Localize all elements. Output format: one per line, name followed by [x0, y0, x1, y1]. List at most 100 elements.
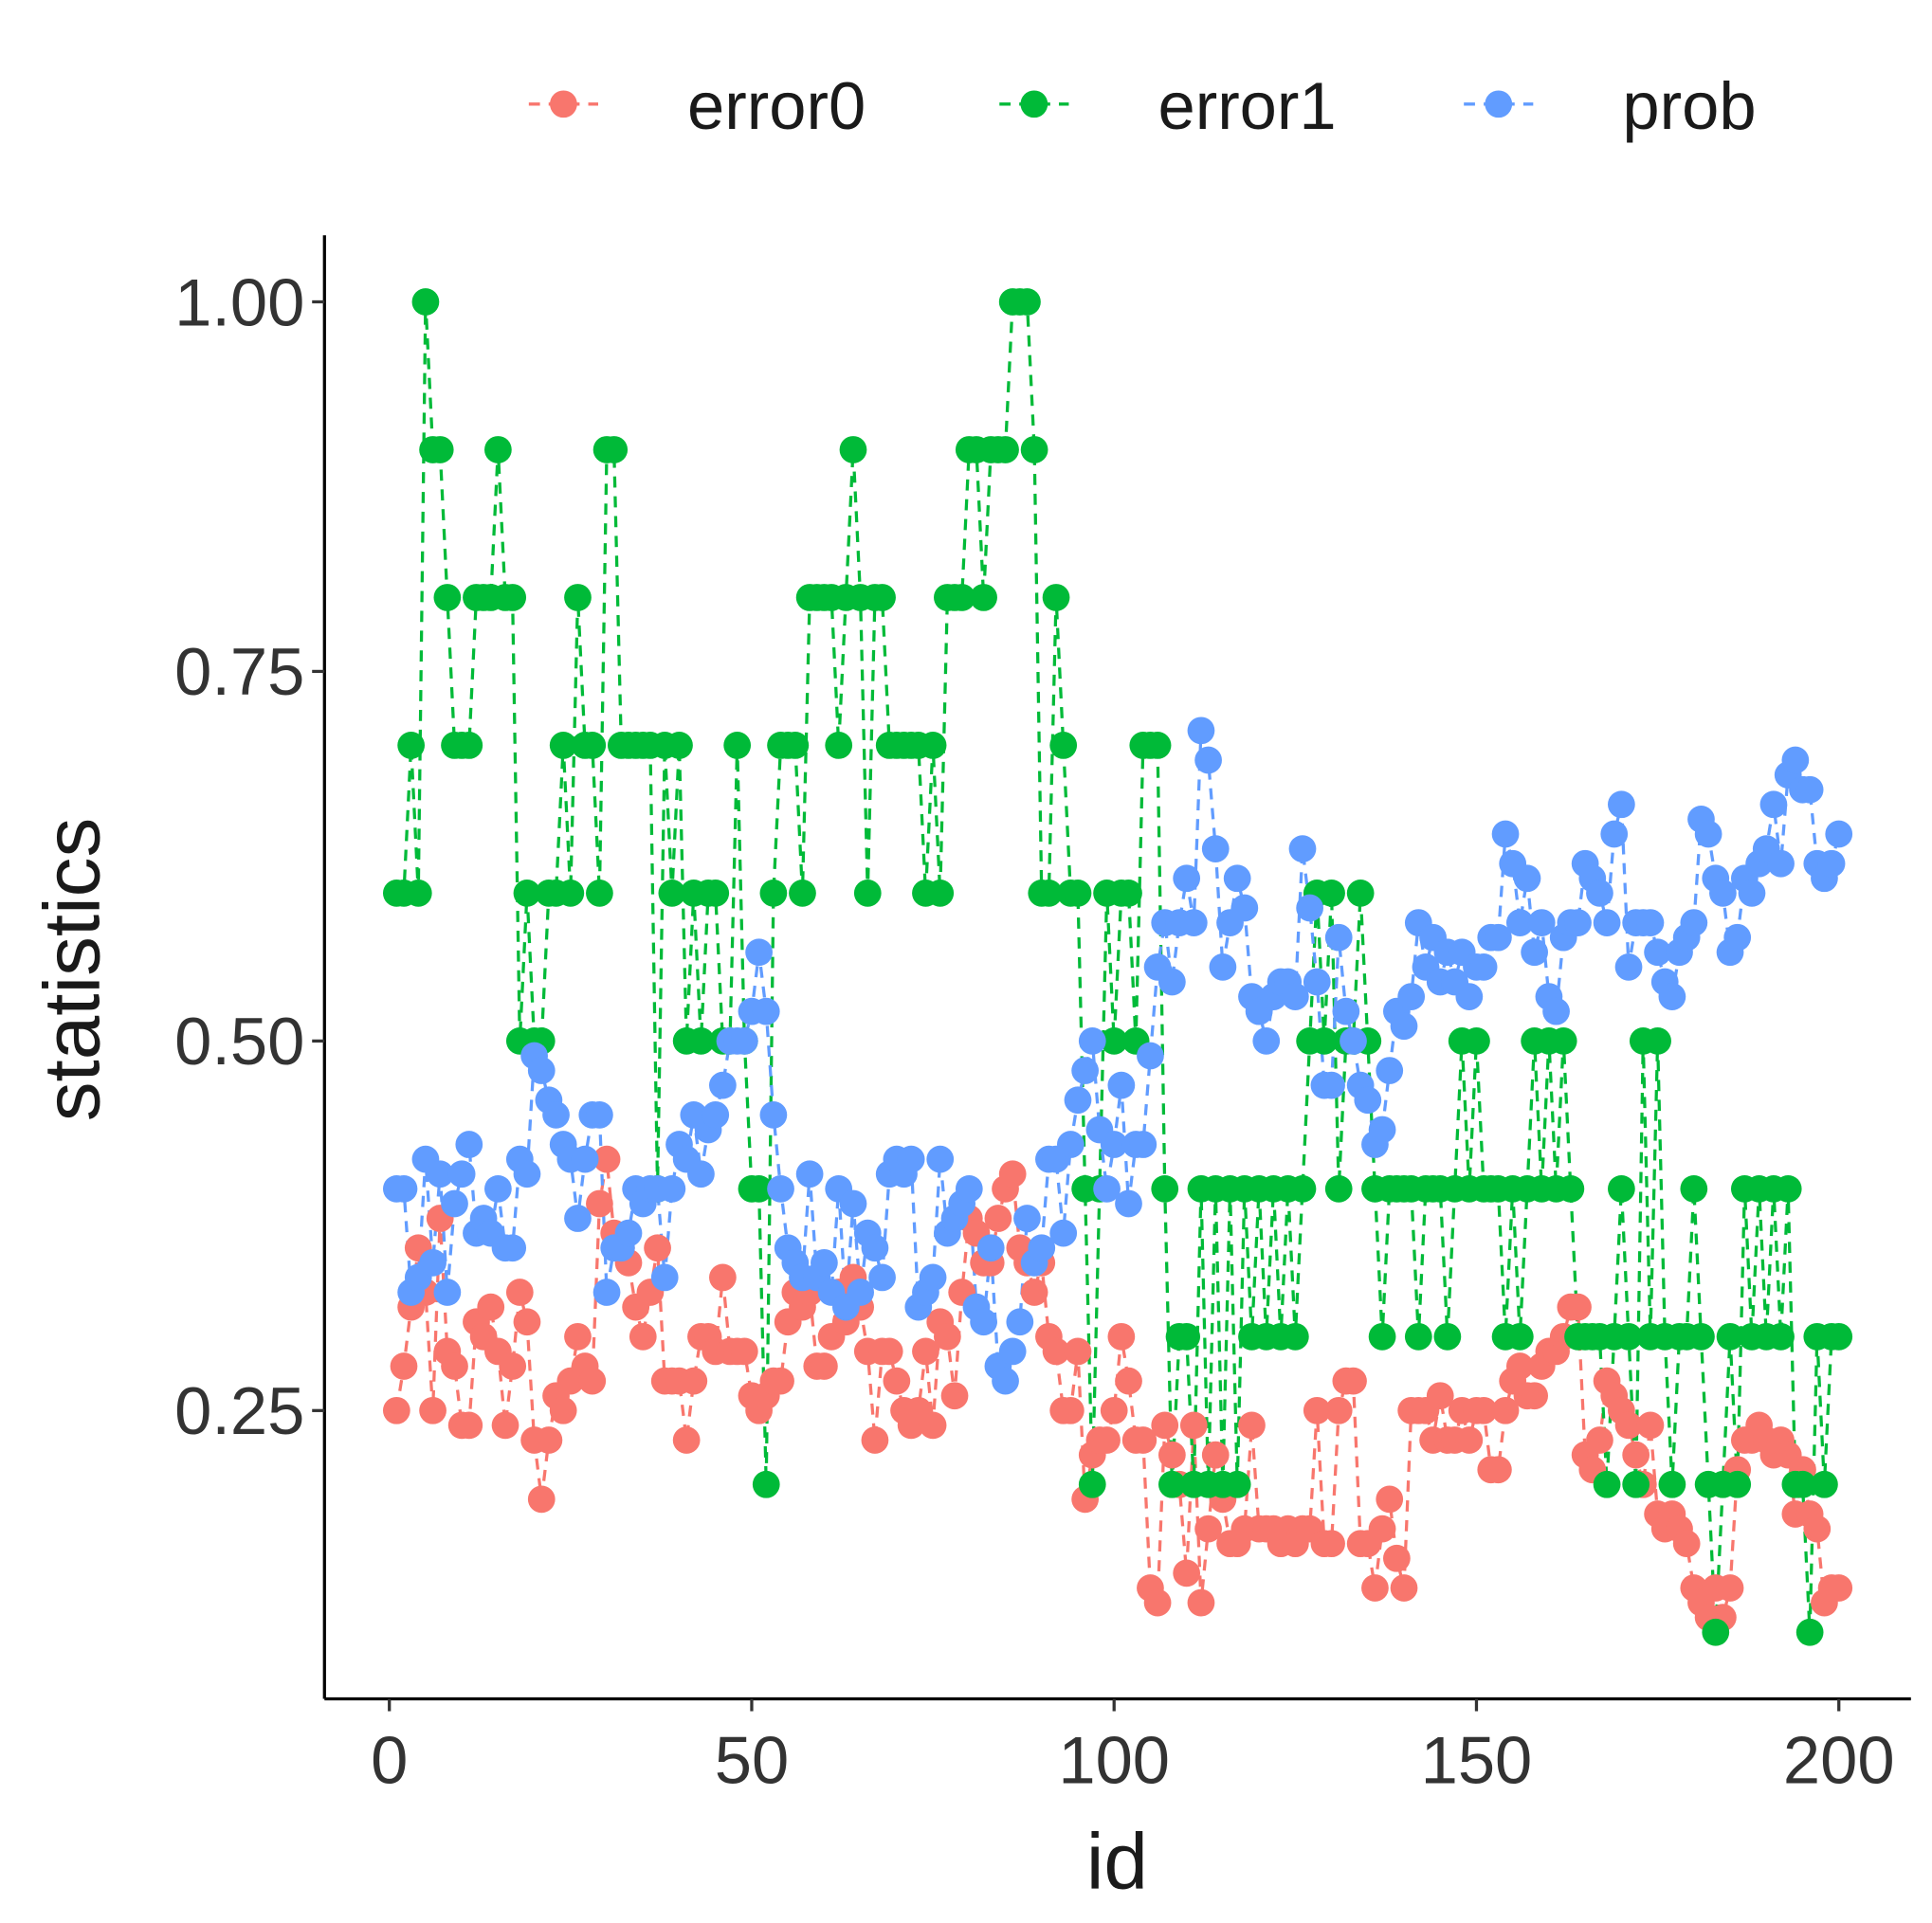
- data-point: [1607, 790, 1635, 819]
- data-point: [1774, 1174, 1802, 1203]
- data-point: [1795, 775, 1824, 804]
- data-point: [1469, 1396, 1498, 1424]
- data-point: [1318, 1071, 1345, 1099]
- x-tick-label: 150: [1421, 1722, 1533, 1797]
- data-point: [1368, 1515, 1396, 1543]
- data-point: [564, 584, 592, 611]
- legend-label: error1: [1157, 68, 1336, 143]
- data-point: [1071, 1057, 1100, 1084]
- y-tick-label: 0.50: [174, 1004, 304, 1079]
- data-point: [644, 1234, 671, 1262]
- data-point: [1564, 909, 1592, 936]
- data-point: [998, 1160, 1027, 1188]
- data-point: [1143, 1588, 1172, 1617]
- data-point: [1485, 1456, 1512, 1484]
- data-point: [1028, 1234, 1056, 1262]
- data-point: [1035, 880, 1063, 907]
- data-point: [1825, 1322, 1853, 1351]
- data-point: [1817, 849, 1846, 878]
- data-point: [1614, 1411, 1643, 1440]
- data-point: [1803, 1515, 1832, 1543]
- data-point: [1368, 1322, 1396, 1351]
- data-point: [1303, 1396, 1331, 1424]
- data-point: [441, 1352, 468, 1380]
- data-point: [1129, 1131, 1157, 1158]
- data-point: [1636, 909, 1665, 936]
- data-point: [1404, 1322, 1432, 1351]
- data-point: [789, 880, 816, 907]
- plot-area: 0 50 100 150 200 0.25 0.50 0.75 1.00: [174, 235, 1911, 1797]
- data-point: [1354, 1086, 1382, 1115]
- data-point: [1093, 1174, 1121, 1203]
- data-point: [1346, 880, 1375, 907]
- x-tick-label: 200: [1783, 1722, 1895, 1797]
- legend-key-point: [550, 90, 577, 118]
- x-tick-label: 100: [1058, 1722, 1170, 1797]
- data-point: [578, 732, 607, 759]
- data-point: [1658, 983, 1686, 1010]
- data-point: [1056, 1396, 1084, 1424]
- data-point: [1173, 1559, 1201, 1587]
- data-point: [868, 584, 896, 611]
- data-point: [745, 1174, 773, 1203]
- data-point: [861, 1234, 889, 1262]
- data-point: [1397, 983, 1426, 1010]
- data-point: [1100, 1131, 1128, 1158]
- data-point: [1179, 1411, 1208, 1440]
- data-point: [1586, 880, 1613, 907]
- data-point: [1636, 1411, 1665, 1440]
- data-point: [868, 1263, 896, 1292]
- data-point: [1644, 938, 1671, 967]
- data-point: [578, 1367, 607, 1395]
- data-point: [919, 1263, 947, 1292]
- data-point: [1020, 436, 1048, 463]
- data-point: [1795, 1618, 1824, 1646]
- data-point: [549, 732, 577, 759]
- data-point: [1129, 1426, 1157, 1454]
- data-point: [404, 880, 432, 907]
- data-point: [564, 1322, 592, 1351]
- data-point: [1658, 1470, 1686, 1498]
- data-point: [513, 1160, 541, 1188]
- data-point: [1376, 1485, 1404, 1514]
- data-point: [419, 1396, 447, 1424]
- data-point: [1687, 1322, 1715, 1351]
- data-point: [1825, 820, 1853, 848]
- data-point: [926, 1145, 955, 1173]
- data-point: [592, 1145, 621, 1173]
- data-point: [1340, 1026, 1367, 1055]
- data-point: [1759, 790, 1788, 819]
- data-point: [1825, 1574, 1853, 1602]
- data-point: [1723, 1470, 1752, 1498]
- data-point: [1201, 1441, 1230, 1469]
- x-tick-label: 0: [371, 1722, 408, 1797]
- data-point: [650, 1263, 679, 1292]
- data-point: [1115, 1189, 1142, 1218]
- data-point: [1281, 1322, 1309, 1351]
- data-point: [1593, 909, 1621, 936]
- data-point: [1505, 1322, 1534, 1351]
- data-point: [1607, 1174, 1635, 1203]
- data-point: [1332, 997, 1360, 1025]
- data-point: [1078, 1470, 1106, 1498]
- data-point: [1115, 1367, 1142, 1395]
- data-point: [1469, 953, 1498, 981]
- data-point: [1143, 732, 1172, 759]
- data-point: [1586, 1426, 1613, 1454]
- data-point: [1383, 1544, 1411, 1572]
- data-point: [825, 732, 853, 759]
- data-point: [919, 1411, 947, 1440]
- data-point: [1694, 820, 1722, 848]
- data-point: [1455, 1426, 1484, 1454]
- legend-label: error0: [687, 68, 866, 143]
- data-point: [875, 1337, 903, 1366]
- data-point: [505, 1279, 534, 1306]
- data-point: [680, 1367, 708, 1395]
- data-point: [1390, 1012, 1418, 1041]
- data-point: [1368, 1116, 1396, 1144]
- data-point: [600, 436, 629, 463]
- data-point: [1064, 1086, 1092, 1115]
- y-tick-label: 1.00: [174, 264, 304, 339]
- data-point: [629, 1322, 657, 1351]
